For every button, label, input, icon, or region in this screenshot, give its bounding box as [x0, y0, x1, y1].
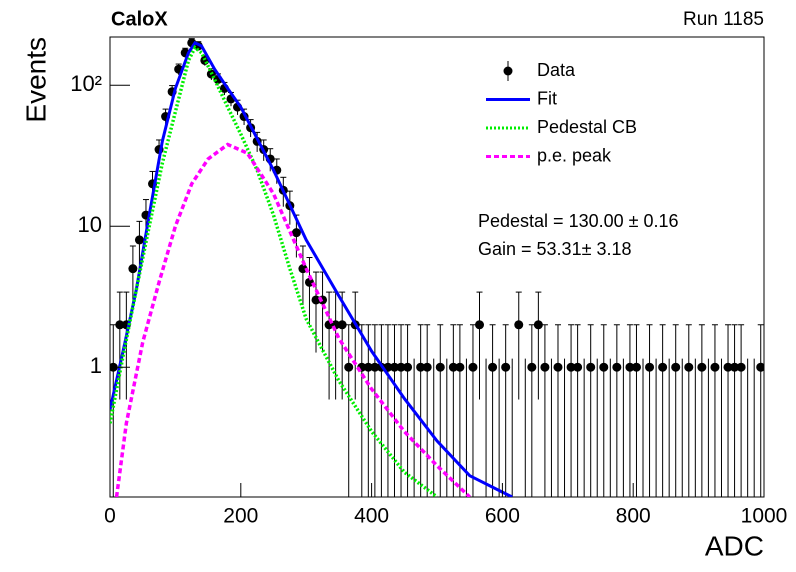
data-point	[573, 362, 583, 372]
data-point	[298, 264, 308, 274]
plot-area	[110, 38, 764, 497]
data-point	[730, 362, 740, 372]
data-point	[697, 362, 707, 372]
data-point	[416, 362, 426, 372]
data-point	[566, 362, 576, 372]
data-point	[540, 362, 550, 372]
data-point	[710, 362, 720, 372]
data-point	[645, 362, 655, 372]
data-point	[435, 362, 445, 372]
y-tick-label: 10²	[70, 71, 102, 96]
chart-title: CaloX	[111, 8, 168, 30]
data-point	[514, 320, 524, 330]
data-point	[468, 362, 478, 372]
data-point	[586, 362, 596, 372]
data-point	[723, 362, 733, 372]
data-point	[625, 362, 635, 372]
data-point	[533, 320, 543, 330]
data-point	[128, 264, 138, 274]
legend-label: Data	[537, 60, 576, 80]
data-point	[448, 362, 458, 372]
data-point	[631, 362, 641, 372]
legend-label: p.e. peak	[537, 145, 612, 165]
x-tick-label: 200	[223, 505, 258, 528]
data-point	[475, 320, 485, 330]
chart-subtitle: Run 1185	[683, 9, 764, 30]
data-point	[488, 362, 498, 372]
data-point	[403, 362, 413, 372]
x-tick-label: 1000	[741, 505, 788, 528]
data-point	[389, 362, 399, 372]
fit-curve	[110, 40, 513, 497]
x-tick-label: 400	[354, 505, 389, 528]
data-point	[363, 362, 373, 372]
x-tick-label: 600	[485, 505, 520, 528]
y-axis-label: Events	[20, 37, 51, 123]
plot-frame	[109, 36, 765, 498]
data-point	[370, 362, 380, 372]
y-tick-label: 10	[78, 212, 102, 237]
x-tick-label: 800	[616, 505, 651, 528]
data-point	[612, 362, 622, 372]
data-point	[736, 362, 746, 372]
data-point	[527, 362, 537, 372]
data-point	[422, 362, 432, 372]
annotation: Pedestal = 130.00 ± 0.16	[478, 211, 679, 231]
data-point	[115, 320, 125, 330]
data-point	[671, 362, 681, 372]
legend-label: Fit	[537, 88, 557, 108]
data-point	[553, 362, 563, 372]
legend-swatch	[503, 66, 513, 76]
data-point	[134, 235, 144, 245]
data-point	[455, 362, 465, 372]
data-point	[291, 228, 301, 238]
x-tick-label: 0	[104, 505, 116, 528]
data-point	[658, 362, 668, 372]
data-point	[501, 362, 511, 372]
data-point	[599, 362, 609, 372]
data-point	[304, 277, 314, 287]
annotation: Gain = 53.31± 3.18	[478, 239, 632, 259]
legend-label: Pedestal CB	[537, 117, 637, 137]
data-point	[756, 362, 764, 372]
fit-curve	[114, 142, 471, 497]
data-point	[396, 362, 406, 372]
data-point	[344, 362, 354, 372]
x-axis-label: ADC	[705, 530, 764, 561]
data-point	[684, 362, 694, 372]
data-point	[337, 320, 347, 330]
y-tick-label: 1	[90, 353, 102, 378]
